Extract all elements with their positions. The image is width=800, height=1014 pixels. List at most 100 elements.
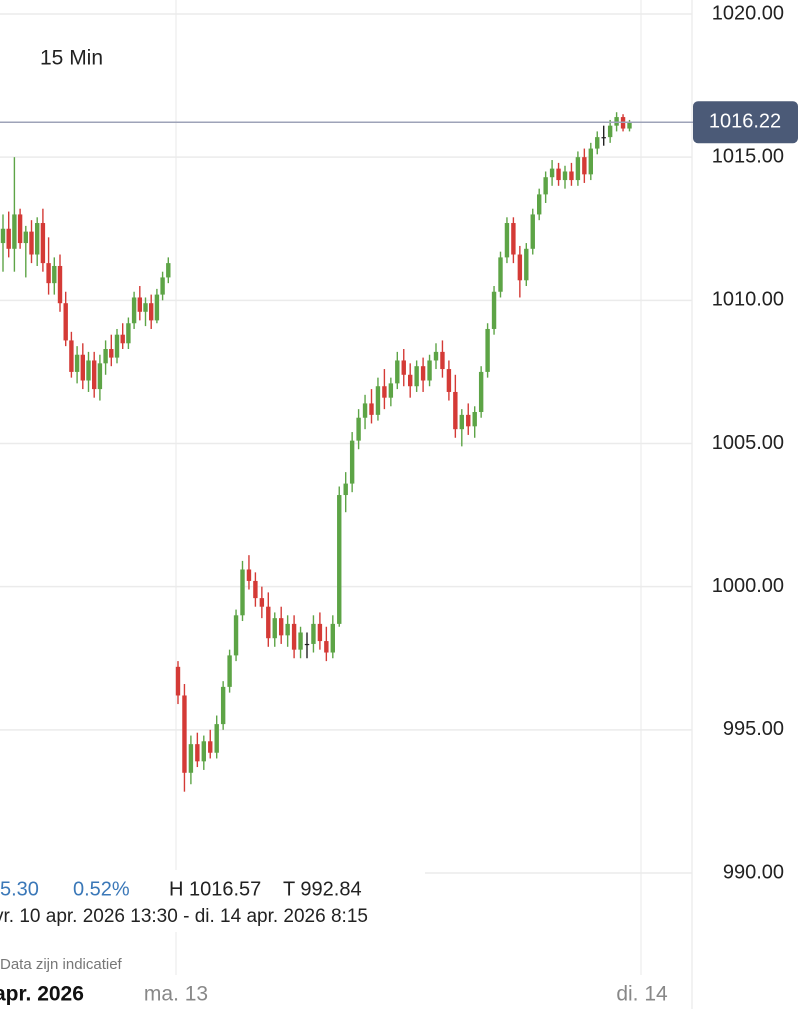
candle-body: [143, 303, 148, 312]
candle-body: [408, 374, 413, 387]
x-tick-label: di. 14: [616, 983, 668, 1006]
candle-body: [126, 323, 131, 344]
disclaimer: Data zijn indicatief: [0, 956, 123, 973]
candle-body: [582, 157, 587, 175]
candle-body: [201, 741, 206, 762]
x-tick-label: apr. 2026: [0, 983, 84, 1006]
candle-body: [472, 412, 477, 427]
candle-body: [63, 303, 68, 341]
candle-body: [266, 606, 271, 639]
range: vr. 10 apr. 2026 13:30 - di. 14 apr. 202…: [0, 906, 368, 927]
candle-body: [92, 360, 97, 390]
candle-body: [569, 171, 574, 181]
candle-body: [220, 686, 226, 725]
candle-body: [420, 366, 426, 381]
candle-body: [46, 263, 51, 284]
candle-body: [343, 483, 348, 496]
candle-body: [149, 303, 154, 321]
candle-body: [182, 695, 187, 773]
y-tick-label: 1020.00: [712, 2, 784, 24]
candle-body: [595, 137, 600, 149]
candle-body: [246, 569, 252, 581]
candle-body: [57, 265, 63, 304]
candle-body: [227, 655, 232, 687]
candle-body: [40, 223, 46, 264]
candle-body: [74, 354, 80, 372]
y-tick-label: 1005.00: [712, 432, 784, 454]
candle-body: [575, 157, 581, 181]
candle-body: [466, 414, 471, 427]
candle-body: [317, 623, 323, 642]
candle-body: [86, 360, 91, 381]
candle-body: [114, 334, 120, 358]
interval-button[interactable]: [22, 36, 128, 82]
candle-body: [504, 223, 510, 258]
last-price-label: 1016.22: [709, 111, 781, 133]
candle-body: [375, 386, 381, 415]
candle-body: [607, 125, 613, 138]
candle-body: [175, 666, 181, 696]
y-tick-label: 990.00: [723, 861, 784, 883]
candle-body: [160, 277, 165, 295]
candle-body: [537, 194, 542, 215]
candle-body: [524, 248, 529, 281]
change-pct: 0.52%: [73, 878, 130, 900]
low: T 992.84: [283, 878, 362, 900]
candle-body: [517, 254, 523, 281]
candle-body: [259, 598, 265, 607]
candle-body: [279, 618, 284, 636]
candle-body: [35, 223, 40, 255]
candle-body: [285, 623, 290, 636]
candle-body: [188, 744, 194, 773]
candle-body: [253, 580, 258, 599]
candle-body: [433, 351, 439, 361]
plot-area: [0, 13, 692, 874]
candle-body: [446, 369, 452, 392]
high: H 1016.57: [169, 878, 261, 900]
candle-body: [80, 354, 85, 381]
candle-body: [23, 231, 28, 244]
candle-body: [511, 223, 516, 255]
candle-body: [166, 263, 171, 278]
candle-body: [388, 383, 394, 398]
y-tick-label: 1010.00: [712, 289, 784, 311]
candle-body: [337, 495, 342, 624]
candle-body: [491, 291, 497, 329]
candle-body: [614, 117, 619, 126]
candle-body: [131, 297, 137, 324]
candle-body: [52, 265, 57, 284]
candle-body: [233, 615, 239, 656]
candle-body: [382, 386, 387, 398]
candle-body: [440, 351, 445, 370]
candle-body: [69, 340, 74, 372]
candle-body: [214, 724, 219, 753]
candle-body: [459, 414, 464, 430]
candle-body: [588, 148, 593, 175]
change: 5.30: [0, 878, 39, 900]
candle-body: [478, 371, 484, 413]
candle-body: [29, 231, 34, 255]
candle-body: [298, 632, 303, 650]
candle-body: [324, 641, 329, 653]
candle-body: [272, 618, 277, 639]
candle-body: [627, 122, 632, 129]
candle-body: [311, 623, 316, 644]
y-tick-label: 1000.00: [712, 575, 784, 597]
interval-label: 15 Min: [40, 47, 103, 70]
y-tick-label: 1015.00: [712, 145, 784, 167]
candle-body: [0, 228, 6, 244]
candle-body: [485, 328, 490, 372]
candle-body: [601, 137, 606, 139]
candle-body: [498, 257, 503, 292]
candle-body: [330, 623, 335, 653]
candle-body: [208, 741, 213, 753]
candle-body: [291, 623, 297, 650]
candle-body: [562, 171, 568, 181]
candle-body: [12, 214, 17, 249]
candle-body: [530, 214, 535, 249]
candle-body: [395, 360, 400, 384]
candle-body: [356, 417, 361, 441]
candle-body: [453, 391, 458, 430]
